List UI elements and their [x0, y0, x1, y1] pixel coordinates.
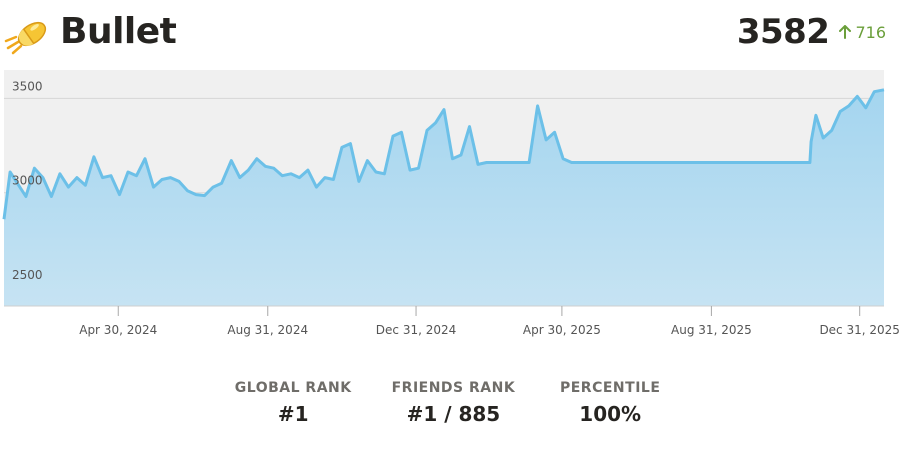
- stat-value: 100%: [579, 402, 642, 426]
- stat-label: FRIENDS RANK: [391, 380, 516, 396]
- x-tick-label: Dec 31, 2024: [376, 323, 456, 337]
- stat-friends-rank: FRIENDS RANK #1 / 885: [392, 380, 516, 426]
- x-tick-label: Apr 30, 2024: [79, 323, 157, 337]
- arrow-up-icon: [839, 25, 852, 39]
- x-tick-label: Aug 31, 2025: [671, 323, 752, 337]
- rating-chart[interactable]: 2500 3000 3500 Apr 30, 2024 Aug 31, 2024 Dec…: [0, 70, 900, 350]
- stat-value: #1: [277, 402, 309, 426]
- y-tick-label: 3000: [12, 174, 43, 188]
- y-tick-label: 2500: [12, 268, 43, 282]
- rating-summary: 3582 716: [737, 10, 886, 54]
- stat-label: GLOBAL RANK: [234, 380, 352, 396]
- x-tick-label: Aug 31, 2024: [227, 323, 308, 337]
- stat-global-rank: GLOBAL RANK #1: [235, 380, 352, 426]
- bullet-icon: [4, 21, 47, 55]
- stat-percentile: PERCENTILE 100%: [555, 380, 665, 426]
- current-rating: 3582: [736, 12, 830, 52]
- stat-value: #1 / 885: [406, 402, 501, 426]
- page-title: Bullet: [60, 11, 177, 52]
- rating-line: [2, 88, 885, 220]
- y-tick-label: 3500: [12, 79, 43, 93]
- rank-stats: GLOBAL RANK #1 FRIENDS RANK #1 / 885 PER…: [0, 380, 900, 426]
- x-tick-label: Dec 31, 2025: [819, 323, 899, 337]
- stat-label: PERCENTILE: [559, 380, 661, 396]
- rating-area: [4, 89, 884, 306]
- rating-change: 716: [839, 23, 886, 42]
- header: Bullet 3582 716: [0, 0, 900, 68]
- x-tick-label: Apr 30, 2025: [523, 323, 601, 337]
- rating-change-value: 716: [855, 22, 886, 42]
